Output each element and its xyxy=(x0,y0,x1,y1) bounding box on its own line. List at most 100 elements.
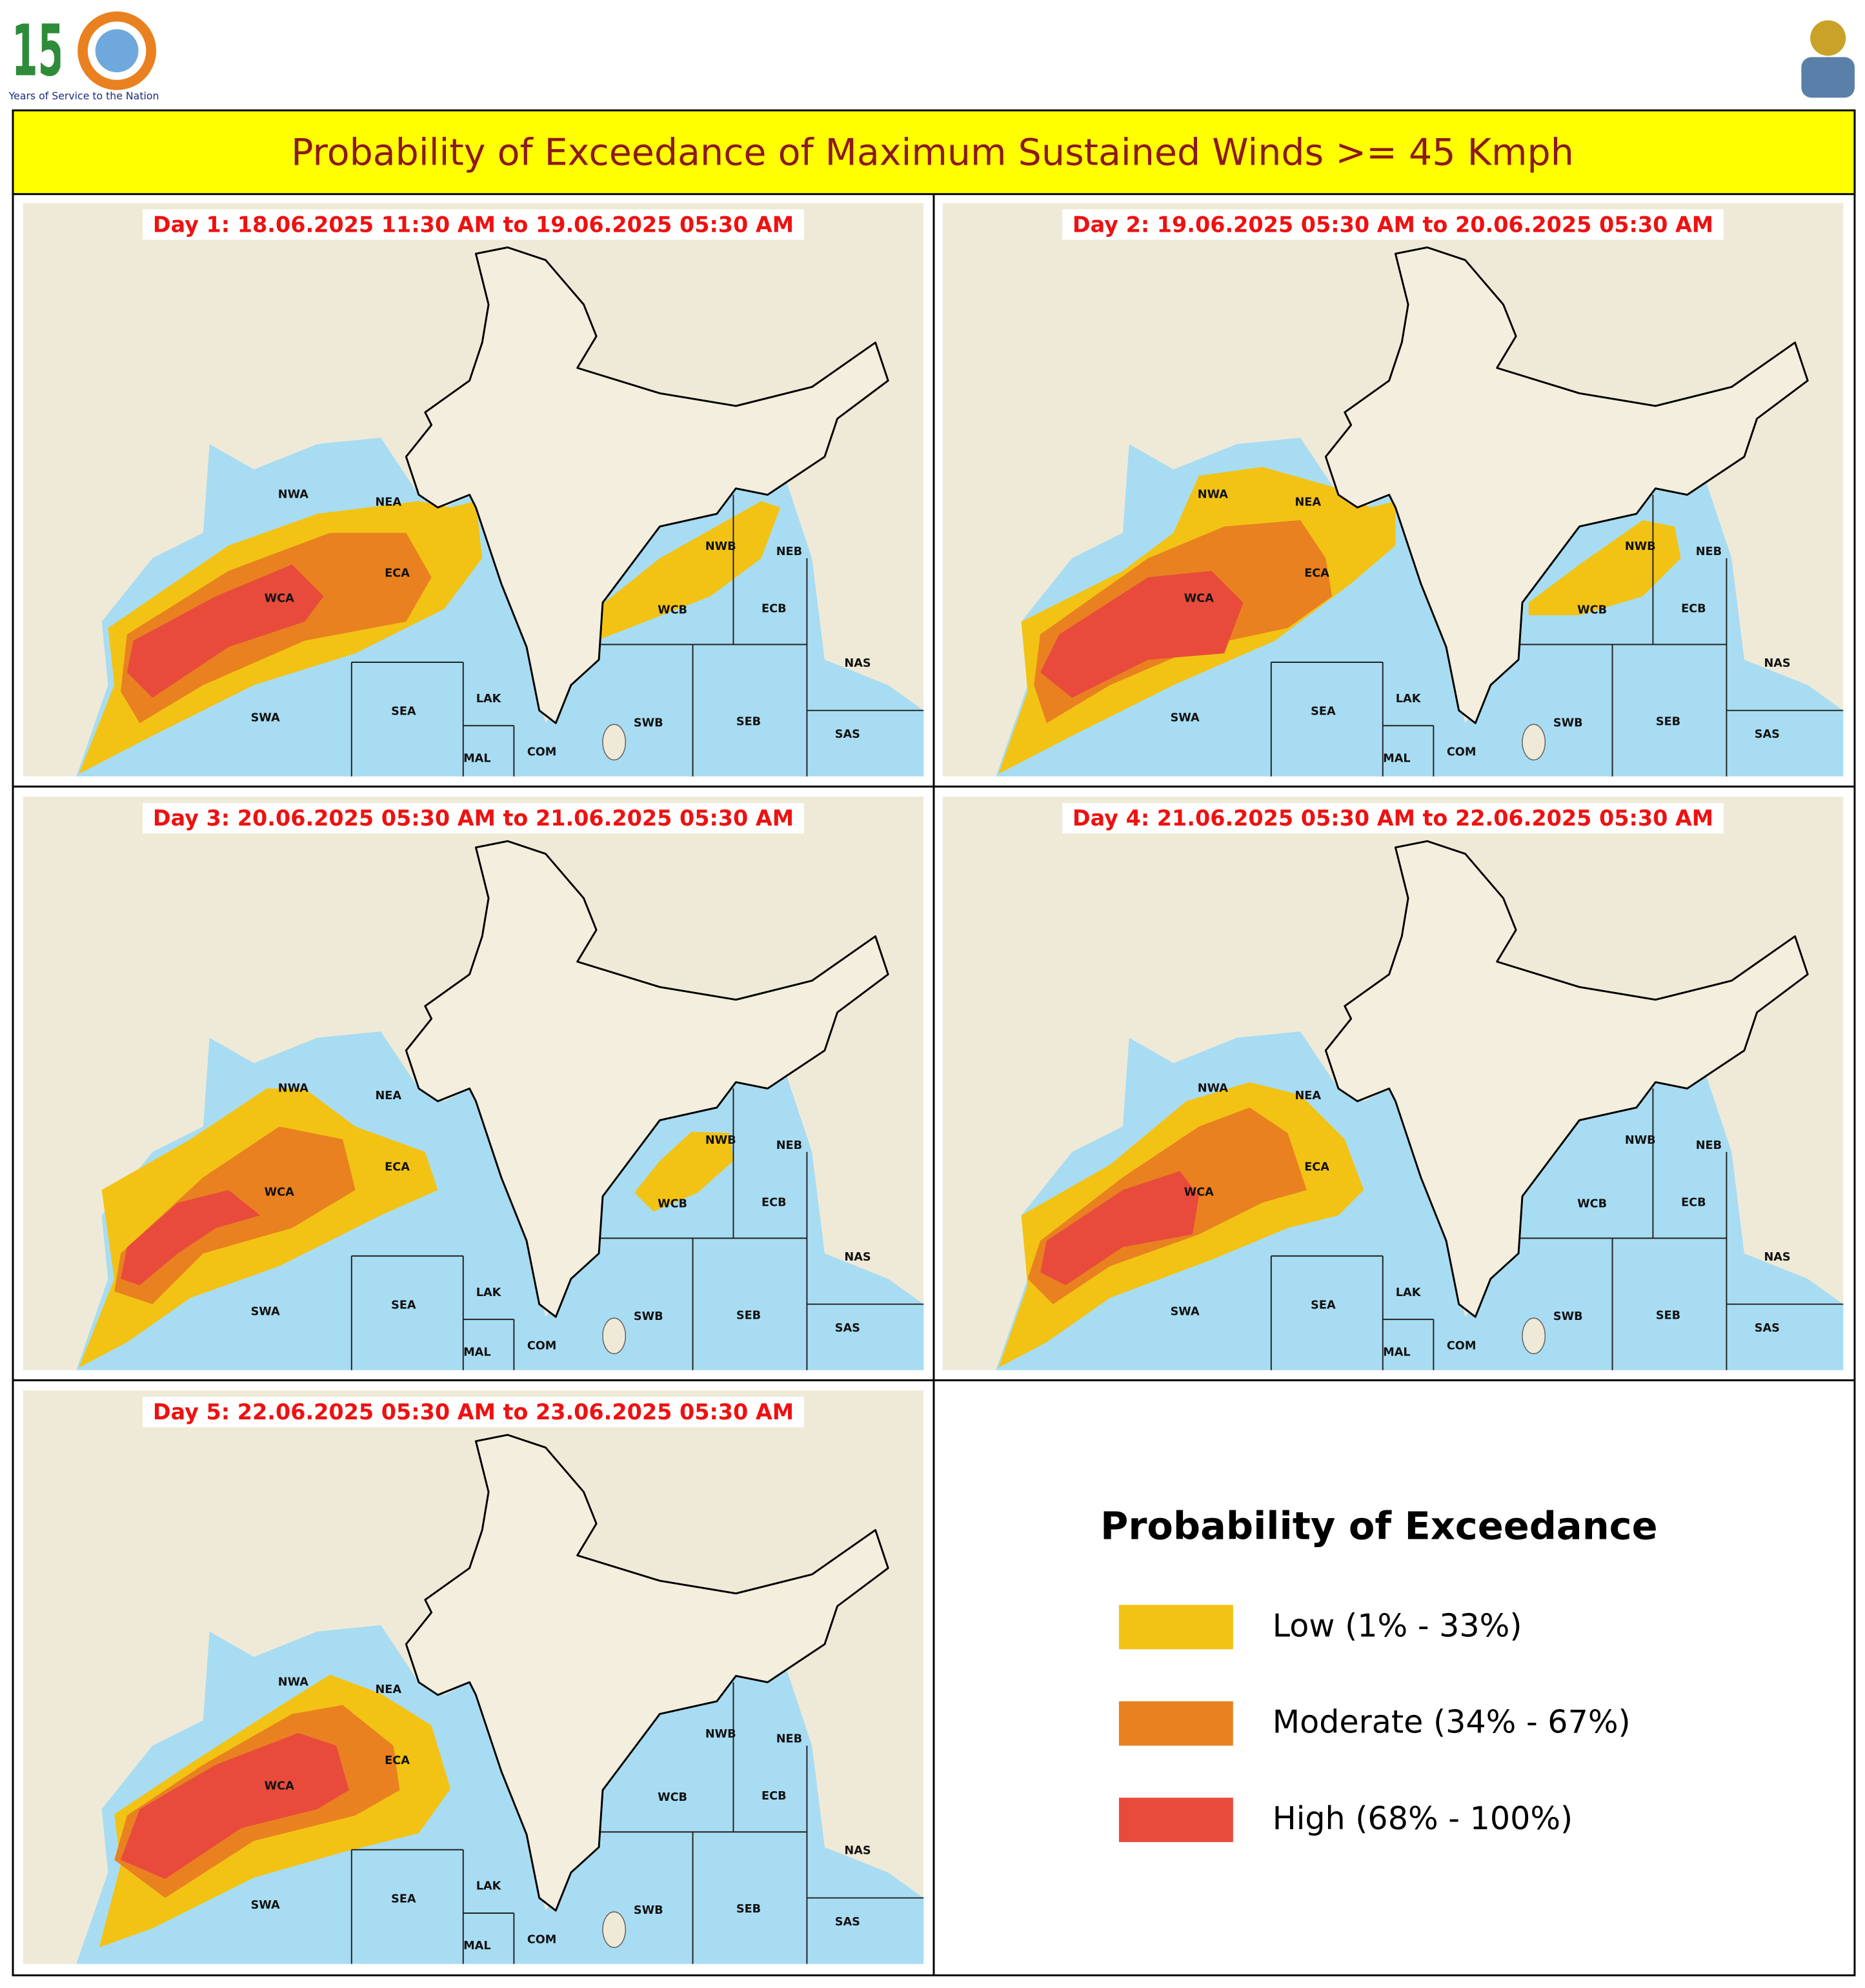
panel-title: Day 2: 19.06.2025 05:30 AM to 20.06.2025… xyxy=(1073,212,1713,237)
region-label: WCA xyxy=(1184,593,1214,605)
region-label: WCA xyxy=(1184,1186,1214,1199)
region-label: SWB xyxy=(1553,1310,1583,1323)
region-label: ECB xyxy=(761,1196,787,1209)
region-label: ECB xyxy=(1681,602,1706,615)
region-label: WCB xyxy=(1577,1197,1607,1210)
panel-title: Day 1: 18.06.2025 11:30 AM to 19.06.2025… xyxy=(153,212,794,237)
region-label: SWA xyxy=(251,1305,280,1318)
region-label: SEB xyxy=(1656,715,1680,728)
emblem xyxy=(1801,20,1855,98)
region-label: SAS xyxy=(1755,1322,1780,1335)
panel-title-bg xyxy=(1062,209,1724,240)
region-label: NEA xyxy=(376,496,402,509)
probability-zone xyxy=(596,501,781,641)
region-label: NEB xyxy=(1696,1139,1722,1152)
region-label: SWA xyxy=(1171,711,1200,724)
region-label: SEA xyxy=(1311,705,1336,718)
header-band xyxy=(12,109,1856,196)
legend-label: Low (1% - 33%) xyxy=(1273,1607,1522,1644)
panel-title: Day 3: 20.06.2025 05:30 AM to 21.06.2025… xyxy=(153,806,794,831)
region-label: MAL xyxy=(1383,1346,1411,1359)
panels: NWA NEA WCA ECA SWA SEA LAK MAL COM SWB SEB NWB NEB W… xyxy=(23,203,1844,1964)
logo: 150 Years of Service to the Nation xyxy=(8,10,159,102)
region-label: NAS xyxy=(1764,1251,1790,1264)
sri-lanka xyxy=(602,724,627,761)
region-label: NEA xyxy=(376,1683,402,1696)
region-label: NAS xyxy=(1764,657,1790,670)
region-label: NWA xyxy=(1198,1082,1228,1095)
emblem-top xyxy=(1810,20,1846,56)
region-label: ECA xyxy=(385,567,410,580)
region-label: LAK xyxy=(476,693,502,705)
panel-title-bg xyxy=(143,1397,804,1428)
region-label: SWA xyxy=(1171,1305,1200,1318)
region-label: NAS xyxy=(844,1251,871,1264)
map-panel: NWA NEA WCA ECA SWA SEA LAK MAL COM SWB SEB NWB NEB W… xyxy=(23,203,924,776)
region-label: NEB xyxy=(776,1139,802,1152)
region-label: SEA xyxy=(391,1892,416,1905)
sri-lanka xyxy=(1522,724,1546,761)
region-label: NWA xyxy=(278,489,308,502)
map-panel: NWA NEA WCA ECA SWA SEA LAK MAL COM SWB SEB NWB NEB W… xyxy=(23,796,924,1370)
panel-title-bg xyxy=(1062,803,1724,834)
region-label: MAL xyxy=(463,752,491,765)
map-panel: NWA NEA WCA ECA SWA SEA LAK MAL COM SWB SEB NWB NEB W… xyxy=(942,796,1844,1370)
legend-swatch xyxy=(1118,1798,1233,1842)
probability-zone xyxy=(1040,1171,1199,1286)
region-label: WCA xyxy=(265,593,294,605)
region-label: SAS xyxy=(835,1322,860,1335)
region-label: SEB xyxy=(1656,1309,1680,1322)
panel-title-bg xyxy=(143,803,804,834)
region-label: COM xyxy=(527,1339,557,1352)
legend-swatch xyxy=(1118,1605,1233,1650)
region-label: SEB xyxy=(736,1309,761,1322)
region-label: WCB xyxy=(658,1791,687,1804)
region-label: SAS xyxy=(835,728,860,741)
region-label: WCB xyxy=(658,604,687,616)
sri-lanka xyxy=(602,1317,627,1355)
panel-title: Day 4: 21.06.2025 05:30 AM to 22.06.2025… xyxy=(1073,806,1713,831)
region-label: NWA xyxy=(278,1676,308,1689)
region-label: SWB xyxy=(1553,716,1583,729)
legend-swatch xyxy=(1118,1701,1233,1746)
india-outline xyxy=(1324,246,1809,724)
legend: Probability of Exceedance Low (1% - 33%)… xyxy=(1100,1504,1658,1842)
legend-label: Moderate (34% - 67%) xyxy=(1273,1703,1631,1741)
probability-zone xyxy=(1040,571,1244,698)
region-label: SAS xyxy=(1755,728,1780,741)
region-label: WCA xyxy=(265,1780,294,1792)
region-label: SWB xyxy=(634,716,663,729)
region-label: MAL xyxy=(1383,752,1411,765)
region-label: COM xyxy=(1447,1339,1477,1352)
emblem-base xyxy=(1801,57,1855,98)
region-label: NEA xyxy=(376,1090,402,1102)
region-label: NWB xyxy=(1625,1134,1656,1147)
region-label: LAK xyxy=(476,1880,502,1893)
probability-zone xyxy=(1528,520,1681,616)
india-outline xyxy=(405,246,889,724)
region-label: ECA xyxy=(1304,567,1329,580)
legend-title: Probability of Exceedance xyxy=(1100,1504,1658,1548)
region-label: SEA xyxy=(391,1299,416,1312)
region-label: ECA xyxy=(385,1161,410,1173)
sea xyxy=(76,438,924,776)
region-label: SWA xyxy=(251,711,280,724)
region-label: NAS xyxy=(844,1845,871,1858)
page-title: Probability of Exceedance of Maximum Sus… xyxy=(291,131,1574,174)
map-panel: NWA NEA WCA ECA SWA SEA LAK MAL COM SWB SEB NWB NEB W… xyxy=(23,1390,924,1964)
region-label: NEA xyxy=(1295,496,1322,509)
region-label: SAS xyxy=(835,1916,860,1929)
region-label: NWA xyxy=(1198,489,1228,502)
region-label: NEB xyxy=(1696,545,1722,558)
region-label: ECA xyxy=(385,1754,410,1767)
region-label: MAL xyxy=(463,1346,491,1359)
region-label: COM xyxy=(1447,746,1477,759)
region-label: SEB xyxy=(736,715,761,728)
india-outline xyxy=(405,840,889,1318)
region-label: LAK xyxy=(476,1286,502,1299)
region-label: NWB xyxy=(705,1728,736,1741)
probability-zone xyxy=(121,1732,349,1879)
region-label: SEB xyxy=(736,1903,761,1916)
probability-zone xyxy=(121,1190,261,1286)
